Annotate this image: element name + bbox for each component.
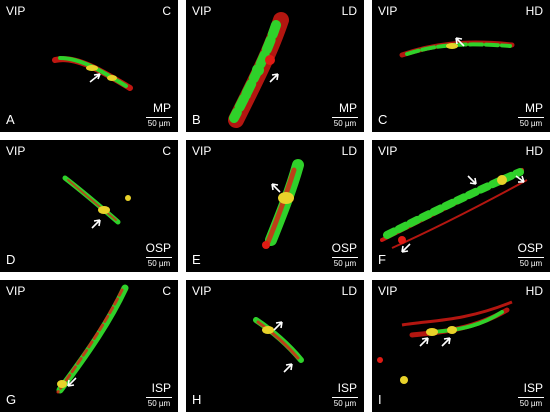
micrograph-image-b <box>228 12 289 128</box>
panel-letter: B <box>192 112 201 127</box>
group-label: HD <box>525 4 543 18</box>
panel-letter: E <box>192 252 201 267</box>
micrograph-image-h <box>253 317 304 373</box>
region-label: OSP <box>517 241 543 255</box>
arrow-icon <box>273 321 283 331</box>
micrograph-image-c <box>399 37 515 58</box>
region-label: ISP <box>523 381 543 395</box>
scale-bar: 50 µm <box>518 117 544 128</box>
panel-f: VIP HD OSP 50 µm F <box>372 140 550 272</box>
panel-i: VIP HD ISP 50 µm I <box>372 280 550 412</box>
panel-letter: D <box>6 252 16 267</box>
scale-bar: 50 µm <box>332 117 358 128</box>
region-label: ISP <box>151 381 171 395</box>
panel-letter: I <box>378 392 382 407</box>
micrograph-image-g <box>56 284 129 394</box>
panel-g: VIP C ISP 50 µm G <box>0 280 178 412</box>
panel-h: VIP LD ISP 50 µm H <box>186 280 364 412</box>
arrow-icon <box>89 73 101 83</box>
scale-bar: 50 µm <box>332 397 358 408</box>
group-label: C <box>162 284 171 298</box>
micrograph-image-f <box>380 168 528 253</box>
group-label: C <box>162 144 171 158</box>
panel-letter: A <box>6 112 15 127</box>
panel-a: VIP C MP 50 µm A <box>0 0 178 132</box>
panel-e: VIP LD OSP 50 µm E <box>186 140 364 272</box>
marker-label: VIP <box>378 144 398 158</box>
arrow-icon <box>271 183 281 193</box>
panel-letter: H <box>192 392 202 407</box>
scale-bar: 50 µm <box>518 257 544 268</box>
scale-bar: 50 µm <box>146 257 172 268</box>
micrograph-image-e <box>262 159 304 249</box>
marker-label: VIP <box>6 144 26 158</box>
region-label: MP <box>153 101 171 115</box>
arrow-icon <box>269 73 279 83</box>
scale-bar: 50 µm <box>146 117 172 128</box>
region-label: OSP <box>145 241 171 255</box>
group-label: LD <box>341 284 357 298</box>
panel-c: VIP HD MP 50 µm C <box>372 0 550 132</box>
micrograph-image-a <box>52 56 133 91</box>
panel-letter: F <box>378 252 386 267</box>
region-label: ISP <box>337 381 357 395</box>
region-label: MP <box>339 101 357 115</box>
scale-bar: 50 µm <box>146 397 172 408</box>
marker-label: VIP <box>378 4 398 18</box>
scale-bar: 50 µm <box>518 397 544 408</box>
group-label: LD <box>341 4 357 18</box>
group-label: C <box>162 4 171 18</box>
marker-label: VIP <box>192 4 212 18</box>
arrow-icon <box>91 219 101 229</box>
arrow-icon <box>283 363 293 373</box>
micrograph-image-d <box>62 175 131 229</box>
micrograph-image-i <box>377 300 513 384</box>
panel-letter: G <box>6 392 17 407</box>
group-label: HD <box>525 144 543 158</box>
arrow-icon <box>419 337 429 347</box>
arrow-icon <box>467 175 477 185</box>
arrow-icon <box>67 377 77 387</box>
panel-b: VIP LD MP 50 µm B <box>186 0 364 132</box>
marker-label: VIP <box>6 4 26 18</box>
arrow-icon <box>441 337 451 347</box>
group-label: LD <box>341 144 357 158</box>
region-label: OSP <box>331 241 357 255</box>
arrow-icon <box>515 175 525 183</box>
panel-d: VIP C OSP 50 µm D <box>0 140 178 272</box>
marker-label: VIP <box>378 284 398 298</box>
marker-label: VIP <box>192 284 212 298</box>
panel-letter: C <box>378 112 388 127</box>
arrow-icon <box>455 37 465 47</box>
region-label: MP <box>525 101 543 115</box>
scale-bar: 50 µm <box>332 257 358 268</box>
marker-label: VIP <box>192 144 212 158</box>
arrow-icon <box>401 243 411 253</box>
marker-label: VIP <box>6 284 26 298</box>
group-label: HD <box>525 284 543 298</box>
